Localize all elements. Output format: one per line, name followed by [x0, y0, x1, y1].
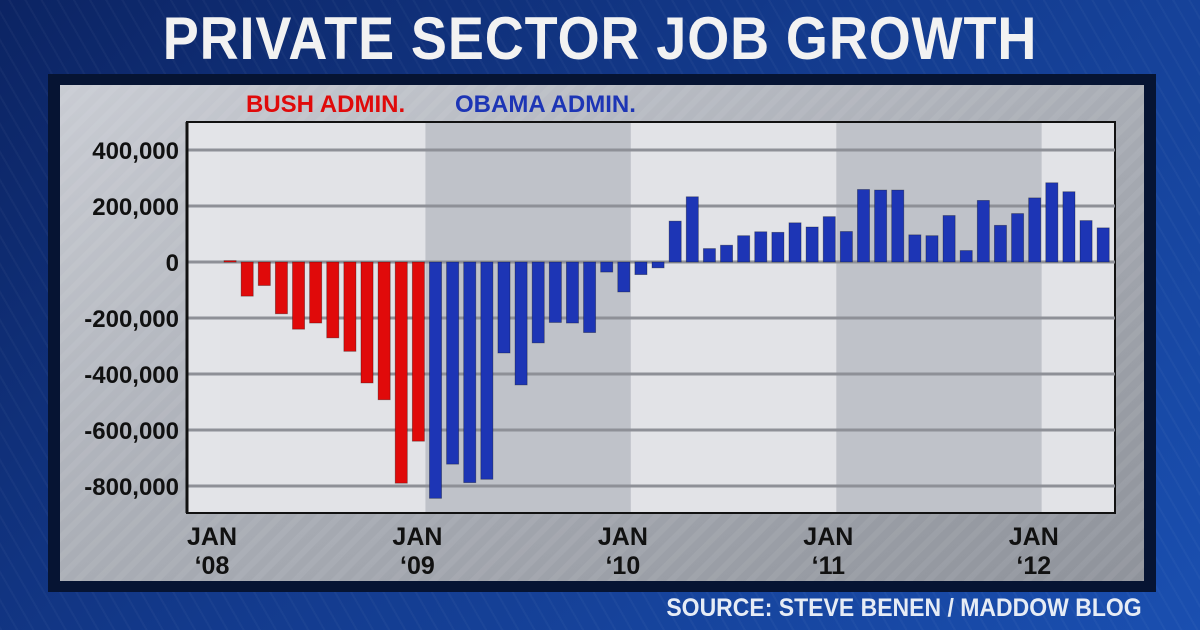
bar-obama	[720, 244, 733, 263]
bar-obama	[1045, 182, 1059, 263]
bar-obama	[634, 261, 648, 276]
bar-obama	[908, 234, 922, 263]
bar-obama	[1062, 191, 1076, 263]
legend-obama: OBAMA ADMIN.	[455, 91, 636, 118]
bar-bush	[274, 261, 288, 315]
source-credit: SOURCE: STEVE BENEN / MADDOW BLOG	[666, 594, 1142, 622]
bar-obama	[480, 261, 494, 480]
bar-obama	[531, 261, 545, 344]
y-tick-label: 200,000	[92, 194, 179, 221]
bar-obama	[463, 261, 477, 484]
bar-obama	[788, 222, 802, 263]
bar-obama	[429, 261, 442, 499]
bar-obama	[959, 250, 973, 263]
x-tick-month: JAN	[187, 523, 237, 551]
x-tick-month: JAN	[803, 523, 853, 551]
bar-obama	[754, 231, 768, 263]
bar-obama	[497, 261, 511, 354]
bar-obama	[583, 261, 597, 333]
bar-obama	[994, 224, 1007, 263]
bar-obama	[805, 226, 819, 263]
legend-bush: BUSH ADMIN.	[246, 91, 405, 118]
bar-bush	[411, 261, 425, 442]
bar-bush	[377, 261, 391, 401]
y-tick-label: -800,000	[84, 474, 179, 501]
bar-obama	[600, 261, 614, 273]
y-tick-label: -600,000	[84, 418, 179, 445]
x-tick-month: JAN	[392, 523, 442, 551]
bar-obama	[1028, 197, 1042, 263]
bar-obama	[925, 235, 939, 263]
bar-bush	[223, 260, 237, 263]
bar-obama	[514, 261, 528, 386]
bar-obama	[976, 199, 990, 263]
x-tick-year: ‘08	[195, 552, 230, 580]
bar-bush	[360, 261, 374, 384]
x-tick-month: JAN	[1009, 523, 1059, 551]
bar-obama	[668, 220, 682, 263]
bar-obama	[822, 216, 836, 263]
bar-obama	[685, 196, 699, 263]
bar-obama	[857, 189, 870, 263]
bar-obama	[771, 231, 785, 263]
bar-bush	[257, 261, 271, 286]
bar-obama	[1011, 213, 1025, 263]
bar-obama	[651, 261, 665, 269]
x-tick-year: ‘11	[812, 552, 845, 580]
bar-bush	[309, 261, 323, 324]
bar-obama	[702, 248, 716, 263]
bar-obama	[1079, 220, 1093, 263]
bar-obama	[737, 235, 751, 263]
bar-obama	[874, 189, 888, 263]
y-tick-label: -400,000	[84, 362, 179, 389]
y-tick-label: -200,000	[84, 306, 179, 333]
bar-bush	[394, 261, 408, 484]
bar-obama	[942, 215, 956, 263]
bar-obama	[839, 231, 853, 263]
bar-obama	[548, 261, 562, 323]
x-tick-year: ‘09	[400, 552, 435, 580]
x-tick-year: ‘10	[605, 552, 640, 580]
bar-obama	[566, 261, 579, 324]
bar-bush	[343, 261, 357, 352]
bar-obama	[891, 189, 905, 263]
bar-obama	[617, 261, 631, 293]
bar-obama	[446, 261, 460, 465]
bar-bush	[240, 261, 254, 297]
bar-obama	[1096, 227, 1110, 263]
x-tick-month: JAN	[598, 523, 648, 551]
y-tick-label: 400,000	[92, 138, 179, 165]
y-tick-label: 0	[166, 250, 179, 277]
bar-bush	[292, 261, 306, 330]
chart-title: PRIVATE SECTOR JOB GROWTH	[162, 5, 1038, 72]
bar-bush	[326, 261, 340, 339]
x-tick-year: ‘12	[1016, 552, 1051, 580]
